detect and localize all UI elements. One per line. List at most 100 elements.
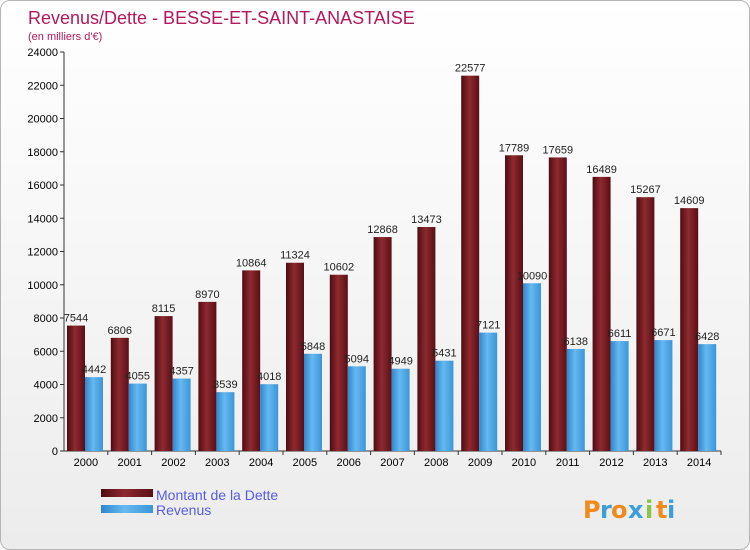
revenus-bar — [304, 353, 322, 451]
revenus-bar — [654, 340, 673, 451]
y-tick-label: 22000 — [27, 80, 58, 92]
debt-bar — [373, 237, 392, 451]
revenus-bar — [698, 344, 717, 451]
x-tick-label: 2002 — [161, 457, 185, 469]
y-tick-label: 6000 — [34, 346, 58, 358]
y-tick-label: 8000 — [34, 313, 58, 325]
y-tick-label: 0 — [52, 446, 58, 458]
revenus-bar-label: 5094 — [345, 353, 369, 365]
logo-letter: i — [667, 496, 675, 524]
revenus-bar — [260, 384, 279, 451]
revenus-bar-label: 4055 — [126, 371, 150, 383]
legend-label-revenus: Revenus — [156, 502, 211, 518]
y-tick-label: 16000 — [27, 180, 58, 192]
x-tick-label: 2000 — [74, 457, 98, 469]
y-tick-label: 18000 — [27, 147, 58, 159]
revenus-bar — [435, 360, 454, 451]
revenus-bar-label: 4357 — [169, 366, 193, 378]
legend-swatch-debt — [101, 489, 153, 497]
revenus-bar-label: 6671 — [651, 327, 675, 339]
revenus-bar — [347, 366, 366, 451]
revenus-bar — [172, 378, 191, 451]
debt-bar-label: 15267 — [630, 184, 661, 196]
revenus-bar — [523, 283, 541, 451]
x-tick-label: 2013 — [643, 457, 667, 469]
legend-swatch-revenus — [101, 505, 153, 513]
debt-bar — [417, 227, 436, 451]
y-tick-label: 4000 — [34, 380, 58, 392]
debt-bar — [461, 75, 480, 451]
debt-bar-label: 7544 — [64, 313, 88, 325]
revenus-bar — [128, 383, 147, 451]
x-tick-label: 2012 — [599, 457, 623, 469]
debt-bar-label: 8115 — [152, 303, 176, 315]
x-tick-label: 2014 — [687, 457, 711, 469]
debt-bar-label: 8970 — [195, 289, 219, 301]
revenus-bar-label: 6428 — [695, 331, 719, 343]
x-tick-label: 2010 — [512, 457, 536, 469]
debt-bar-label: 22577 — [455, 63, 486, 75]
debt-bar — [198, 301, 217, 451]
debt-bar — [636, 197, 655, 451]
debt-bar — [505, 155, 523, 451]
chart-subtitle: (en milliers d'€) — [28, 31, 102, 43]
debt-bar — [286, 262, 304, 451]
revenus-bar-label: 6138 — [564, 336, 588, 348]
revenus-bar-label: 4018 — [257, 371, 281, 383]
debt-bar-label: 14609 — [674, 195, 705, 207]
y-tick-label: 24000 — [27, 47, 58, 59]
x-tick-label: 2003 — [205, 457, 229, 469]
logo-letter: x — [628, 496, 644, 524]
debt-bar-label: 17789 — [499, 142, 530, 154]
x-tick-label: 2007 — [380, 457, 404, 469]
x-tick-label: 2005 — [293, 457, 317, 469]
x-tick-label: 2011 — [556, 457, 580, 469]
revenus-bar — [479, 332, 498, 451]
revenus-bar — [85, 377, 103, 451]
debt-bar — [67, 325, 85, 451]
debt-bar-label: 10864 — [236, 257, 267, 269]
logo-letter: t — [656, 496, 667, 524]
x-tick-label: 2006 — [336, 457, 360, 469]
chart-title: Revenus/Dette - BESSE-ET-SAINT-ANASTAISE — [28, 8, 415, 28]
debt-bar-label: 11324 — [280, 250, 310, 262]
revenus-bar — [391, 368, 410, 451]
x-tick-label: 2001 — [117, 457, 141, 469]
logo-letter: r — [600, 496, 612, 524]
revenus-bar-label: 5848 — [301, 341, 325, 353]
revenus-bar-label: 3539 — [213, 379, 237, 391]
y-tick-label: 14000 — [27, 213, 58, 225]
revenus-bar — [216, 392, 235, 451]
revenus-bar-label: 10090 — [517, 270, 548, 282]
debt-bar-label: 13473 — [411, 214, 442, 226]
revenus-bar-label: 7121 — [476, 320, 500, 332]
revenus-bar-label: 6611 — [608, 328, 632, 340]
revenus-bar-label: 4442 — [82, 364, 106, 376]
logo-letter: i — [645, 496, 653, 524]
logo-letter: P — [583, 496, 601, 524]
debt-bar — [329, 274, 348, 451]
debt-bar-label: 16489 — [586, 164, 617, 176]
debt-bar-label: 10602 — [324, 262, 355, 274]
debt-bar — [242, 270, 261, 451]
revenus-bar-label: 5431 — [432, 348, 456, 360]
x-tick-label: 2009 — [468, 457, 492, 469]
revenus-bar-label: 4949 — [388, 356, 412, 368]
y-tick-label: 2000 — [34, 413, 58, 425]
x-tick-label: 2004 — [249, 457, 273, 469]
y-tick-label: 10000 — [27, 280, 58, 292]
debt-bar — [680, 208, 699, 451]
legend-label-debt: Montant de la Dette — [156, 487, 278, 503]
debt-bar-label: 6806 — [108, 325, 132, 337]
revenus-bar — [610, 341, 629, 451]
revenus-bar — [566, 348, 585, 451]
x-tick-label: 2008 — [424, 457, 448, 469]
legend: Montant de la Dette Revenus — [101, 487, 278, 518]
y-tick-label: 20000 — [27, 114, 58, 126]
debt-bar-label: 12868 — [367, 224, 398, 236]
debt-bar — [154, 316, 173, 451]
debt-bar — [592, 176, 611, 452]
